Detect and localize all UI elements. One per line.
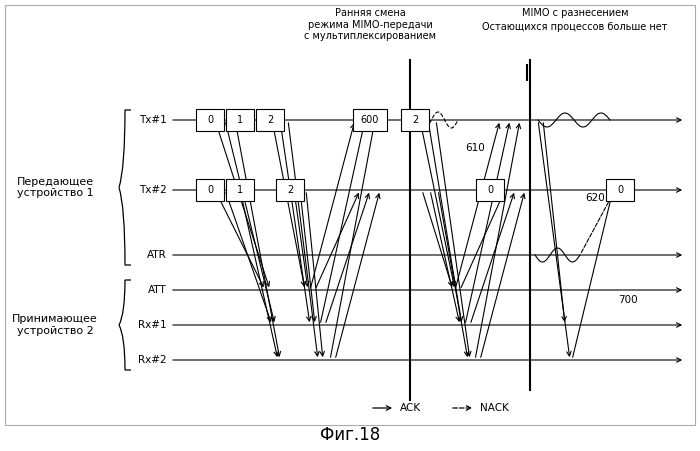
Text: 2: 2 bbox=[412, 115, 418, 125]
Text: Остающихся процессов больше нет: Остающихся процессов больше нет bbox=[482, 22, 668, 32]
Text: 0: 0 bbox=[617, 185, 623, 195]
Text: 610: 610 bbox=[465, 143, 484, 153]
Text: Ранняя смена
режима MIMO-передачи
с мультиплексированием: Ранняя смена режима MIMO-передачи с муль… bbox=[304, 8, 436, 41]
Text: Tx#1: Tx#1 bbox=[139, 115, 167, 125]
Text: 700: 700 bbox=[618, 295, 638, 305]
Text: 0: 0 bbox=[207, 115, 213, 125]
Text: 0: 0 bbox=[487, 185, 493, 195]
Text: ATR: ATR bbox=[147, 250, 167, 260]
Bar bbox=[606, 179, 634, 201]
Text: Tx#2: Tx#2 bbox=[139, 185, 167, 195]
Bar bbox=[256, 109, 284, 131]
Bar bbox=[476, 179, 504, 201]
Bar bbox=[276, 179, 304, 201]
Bar bbox=[196, 179, 224, 201]
Text: Rx#2: Rx#2 bbox=[139, 355, 167, 365]
Text: 1: 1 bbox=[237, 185, 243, 195]
Text: ATT: ATT bbox=[148, 285, 167, 295]
Bar bbox=[196, 109, 224, 131]
Text: 1: 1 bbox=[237, 115, 243, 125]
Text: Передающее
устройство 1: Передающее устройство 1 bbox=[16, 177, 94, 198]
Text: MIMO с разнесением: MIMO с разнесением bbox=[522, 8, 629, 18]
Text: 600: 600 bbox=[360, 115, 379, 125]
Text: NACK: NACK bbox=[480, 403, 509, 413]
Bar bbox=[401, 109, 429, 131]
Text: Фиг.18: Фиг.18 bbox=[320, 426, 380, 444]
Text: Rx#1: Rx#1 bbox=[139, 320, 167, 330]
Text: 0: 0 bbox=[207, 185, 213, 195]
Text: 2: 2 bbox=[287, 185, 293, 195]
Text: 2: 2 bbox=[267, 115, 273, 125]
Text: ACK: ACK bbox=[400, 403, 421, 413]
Bar bbox=[226, 109, 254, 131]
Text: 620: 620 bbox=[585, 193, 605, 203]
Bar bbox=[353, 109, 387, 131]
Text: Принимающее
устройство 2: Принимающее устройство 2 bbox=[12, 314, 98, 336]
Bar bbox=[226, 179, 254, 201]
